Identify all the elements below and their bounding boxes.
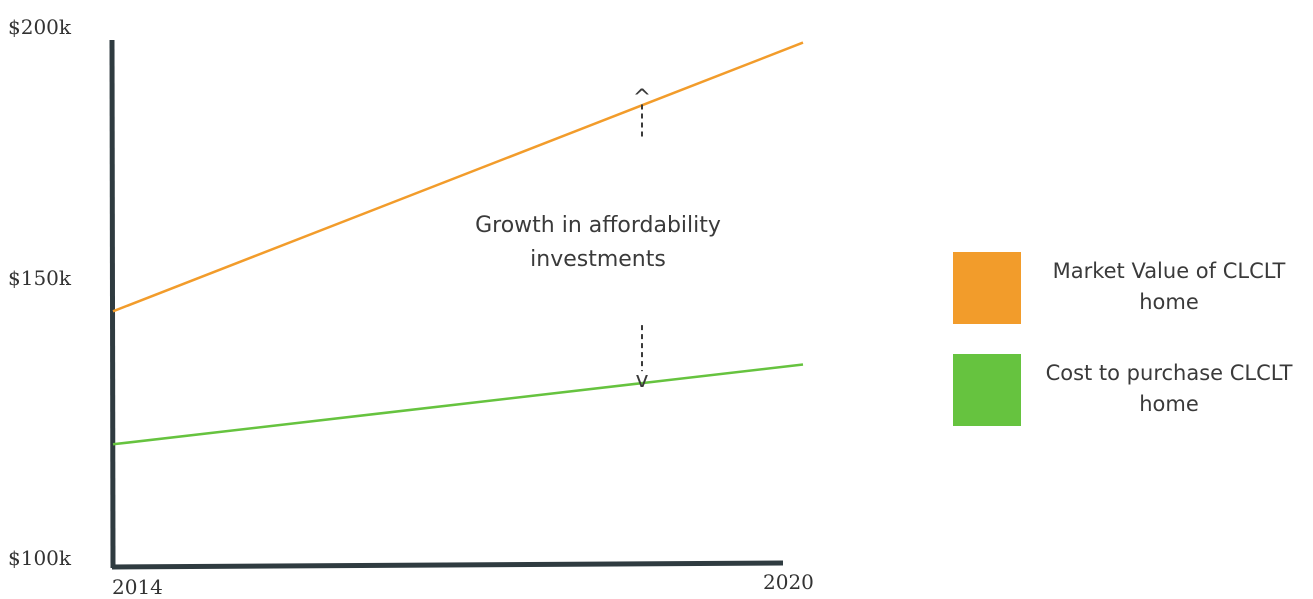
legend-label-line-1: Market Value of CLCLT bbox=[1052, 259, 1286, 283]
x-axis-line bbox=[111, 560, 784, 570]
legend: Market Value of CLCLT home Cost to purch… bbox=[953, 252, 1313, 456]
legend-item-market-value: Market Value of CLCLT home bbox=[953, 252, 1313, 324]
annotation-line-1: Growth in affordability bbox=[475, 213, 721, 238]
arrow-down-glyph: v bbox=[635, 368, 648, 393]
legend-label-cost-to-purchase: Cost to purchase CLCLT home bbox=[1029, 358, 1309, 420]
legend-swatch-green bbox=[953, 354, 1021, 426]
legend-label-line-2: home bbox=[1139, 392, 1199, 416]
series-line-1 bbox=[112, 363, 804, 446]
legend-swatch-orange bbox=[953, 252, 1021, 324]
y-axis-line bbox=[109, 39, 116, 569]
arrow-up-glyph: ^ bbox=[633, 86, 651, 111]
axes bbox=[109, 39, 784, 570]
legend-label-line-2: home bbox=[1139, 290, 1199, 314]
affordability-annotation: ^ Growth in affordability investments v bbox=[475, 86, 721, 394]
legend-label-line-1: Cost to purchase CLCLT bbox=[1045, 361, 1293, 385]
legend-item-cost-to-purchase: Cost to purchase CLCLT home bbox=[953, 354, 1313, 426]
x-tick-label-2020: 2020 bbox=[763, 570, 814, 594]
annotation-line-2: investments bbox=[530, 247, 666, 272]
series-line-0 bbox=[112, 41, 804, 313]
y-tick-label-150k: $150k bbox=[8, 266, 72, 290]
x-tick-label-2014: 2014 bbox=[112, 575, 163, 599]
y-tick-label-200k: $200k bbox=[8, 15, 72, 39]
y-tick-label-100k: $100k bbox=[8, 546, 72, 570]
series-lines bbox=[112, 41, 804, 446]
x-tick-labels: 2014 2020 bbox=[112, 570, 814, 599]
y-tick-labels: $200k $150k $100k bbox=[8, 15, 72, 570]
legend-label-market-value: Market Value of CLCLT home bbox=[1029, 256, 1309, 318]
